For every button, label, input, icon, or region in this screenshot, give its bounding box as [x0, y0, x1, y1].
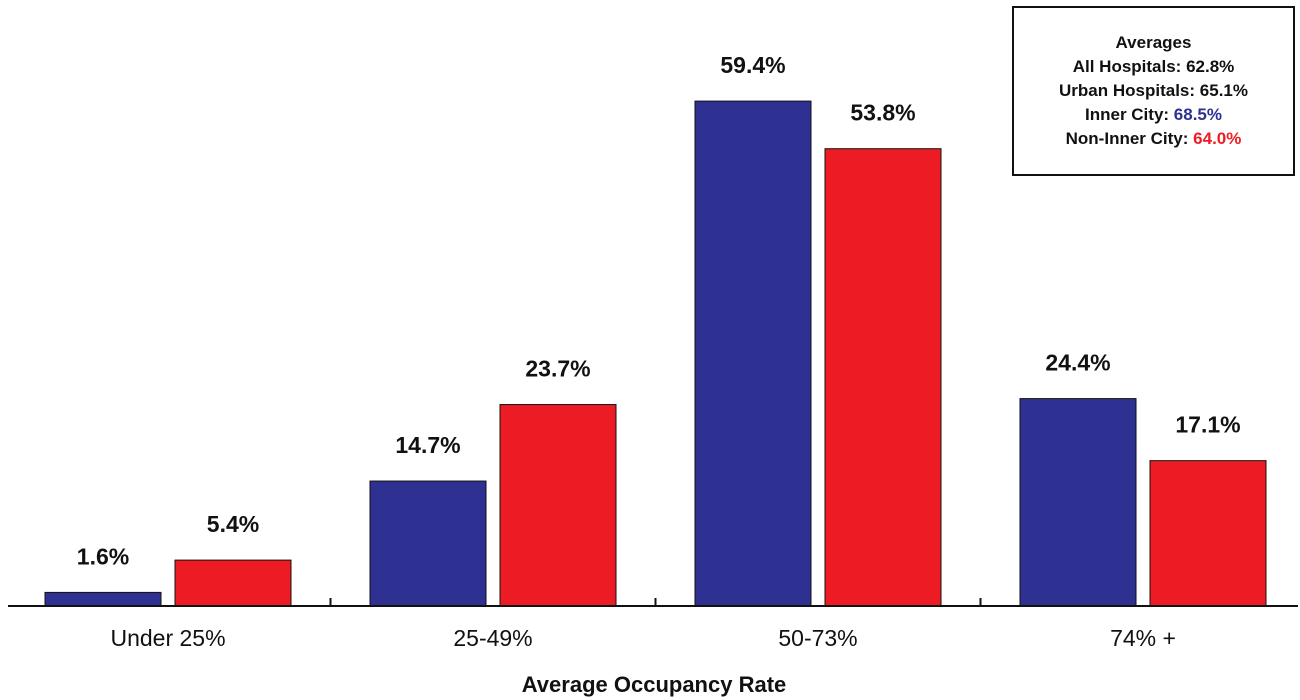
- data-label: 23.7%: [525, 356, 590, 382]
- bar: [1019, 398, 1137, 607]
- averages-row-urban-hospitals: Urban Hospitals: 65.1%: [1059, 79, 1248, 103]
- bars-layer: [44, 100, 1267, 607]
- averages-label: All Hospitals:: [1072, 57, 1182, 76]
- data-label: 1.6%: [77, 543, 129, 569]
- bar: [824, 148, 942, 607]
- value-labels-layer: 1.6% 5.4% 14.7% 23.7% 59.4% 53.8% 24.4% 17.1%: [77, 52, 1241, 569]
- averages-box: Averages All Hospitals: 62.8% Urban Hosp…: [1012, 6, 1295, 176]
- bar: [44, 591, 162, 607]
- bar: [694, 100, 812, 607]
- averages-row-non-inner-city: Non-Inner City: 64.0%: [1066, 127, 1242, 151]
- data-label: 14.7%: [395, 432, 460, 458]
- data-label: 53.8%: [850, 100, 915, 126]
- x-tick-labels-layer: Under 25% 25-49% 50-73% 74% +: [110, 625, 1175, 651]
- bar: [499, 404, 617, 607]
- bar: [369, 480, 487, 607]
- data-label: 17.1%: [1175, 412, 1240, 438]
- averages-value: 64.0%: [1193, 129, 1242, 148]
- x-axis-title: Average Occupancy Rate: [522, 672, 787, 697]
- x-tick-label: 50-73%: [778, 625, 857, 651]
- data-label: 24.4%: [1045, 350, 1110, 376]
- averages-label: Non-Inner City:: [1065, 129, 1189, 148]
- data-label: 59.4%: [720, 52, 785, 78]
- x-tick-label: 74% +: [1110, 625, 1176, 651]
- averages-value: 68.5%: [1173, 105, 1222, 124]
- averages-row-inner-city: Inner City: 68.5%: [1085, 103, 1222, 127]
- data-label: 5.4%: [207, 511, 259, 537]
- x-tick-label: Under 25%: [110, 625, 225, 651]
- averages-label: Inner City:: [1085, 105, 1170, 124]
- x-tick-label: 25-49%: [453, 625, 532, 651]
- averages-label: Urban Hospitals:: [1059, 81, 1196, 100]
- averages-title: Averages: [1115, 33, 1192, 52]
- x-ticks-layer: [329, 598, 982, 606]
- averages-value: 65.1%: [1199, 81, 1248, 100]
- averages-value: 62.8%: [1186, 57, 1235, 76]
- bar: [174, 559, 292, 607]
- bar: [1149, 460, 1267, 607]
- averages-row-all-hospitals: All Hospitals: 62.8%: [1073, 55, 1235, 79]
